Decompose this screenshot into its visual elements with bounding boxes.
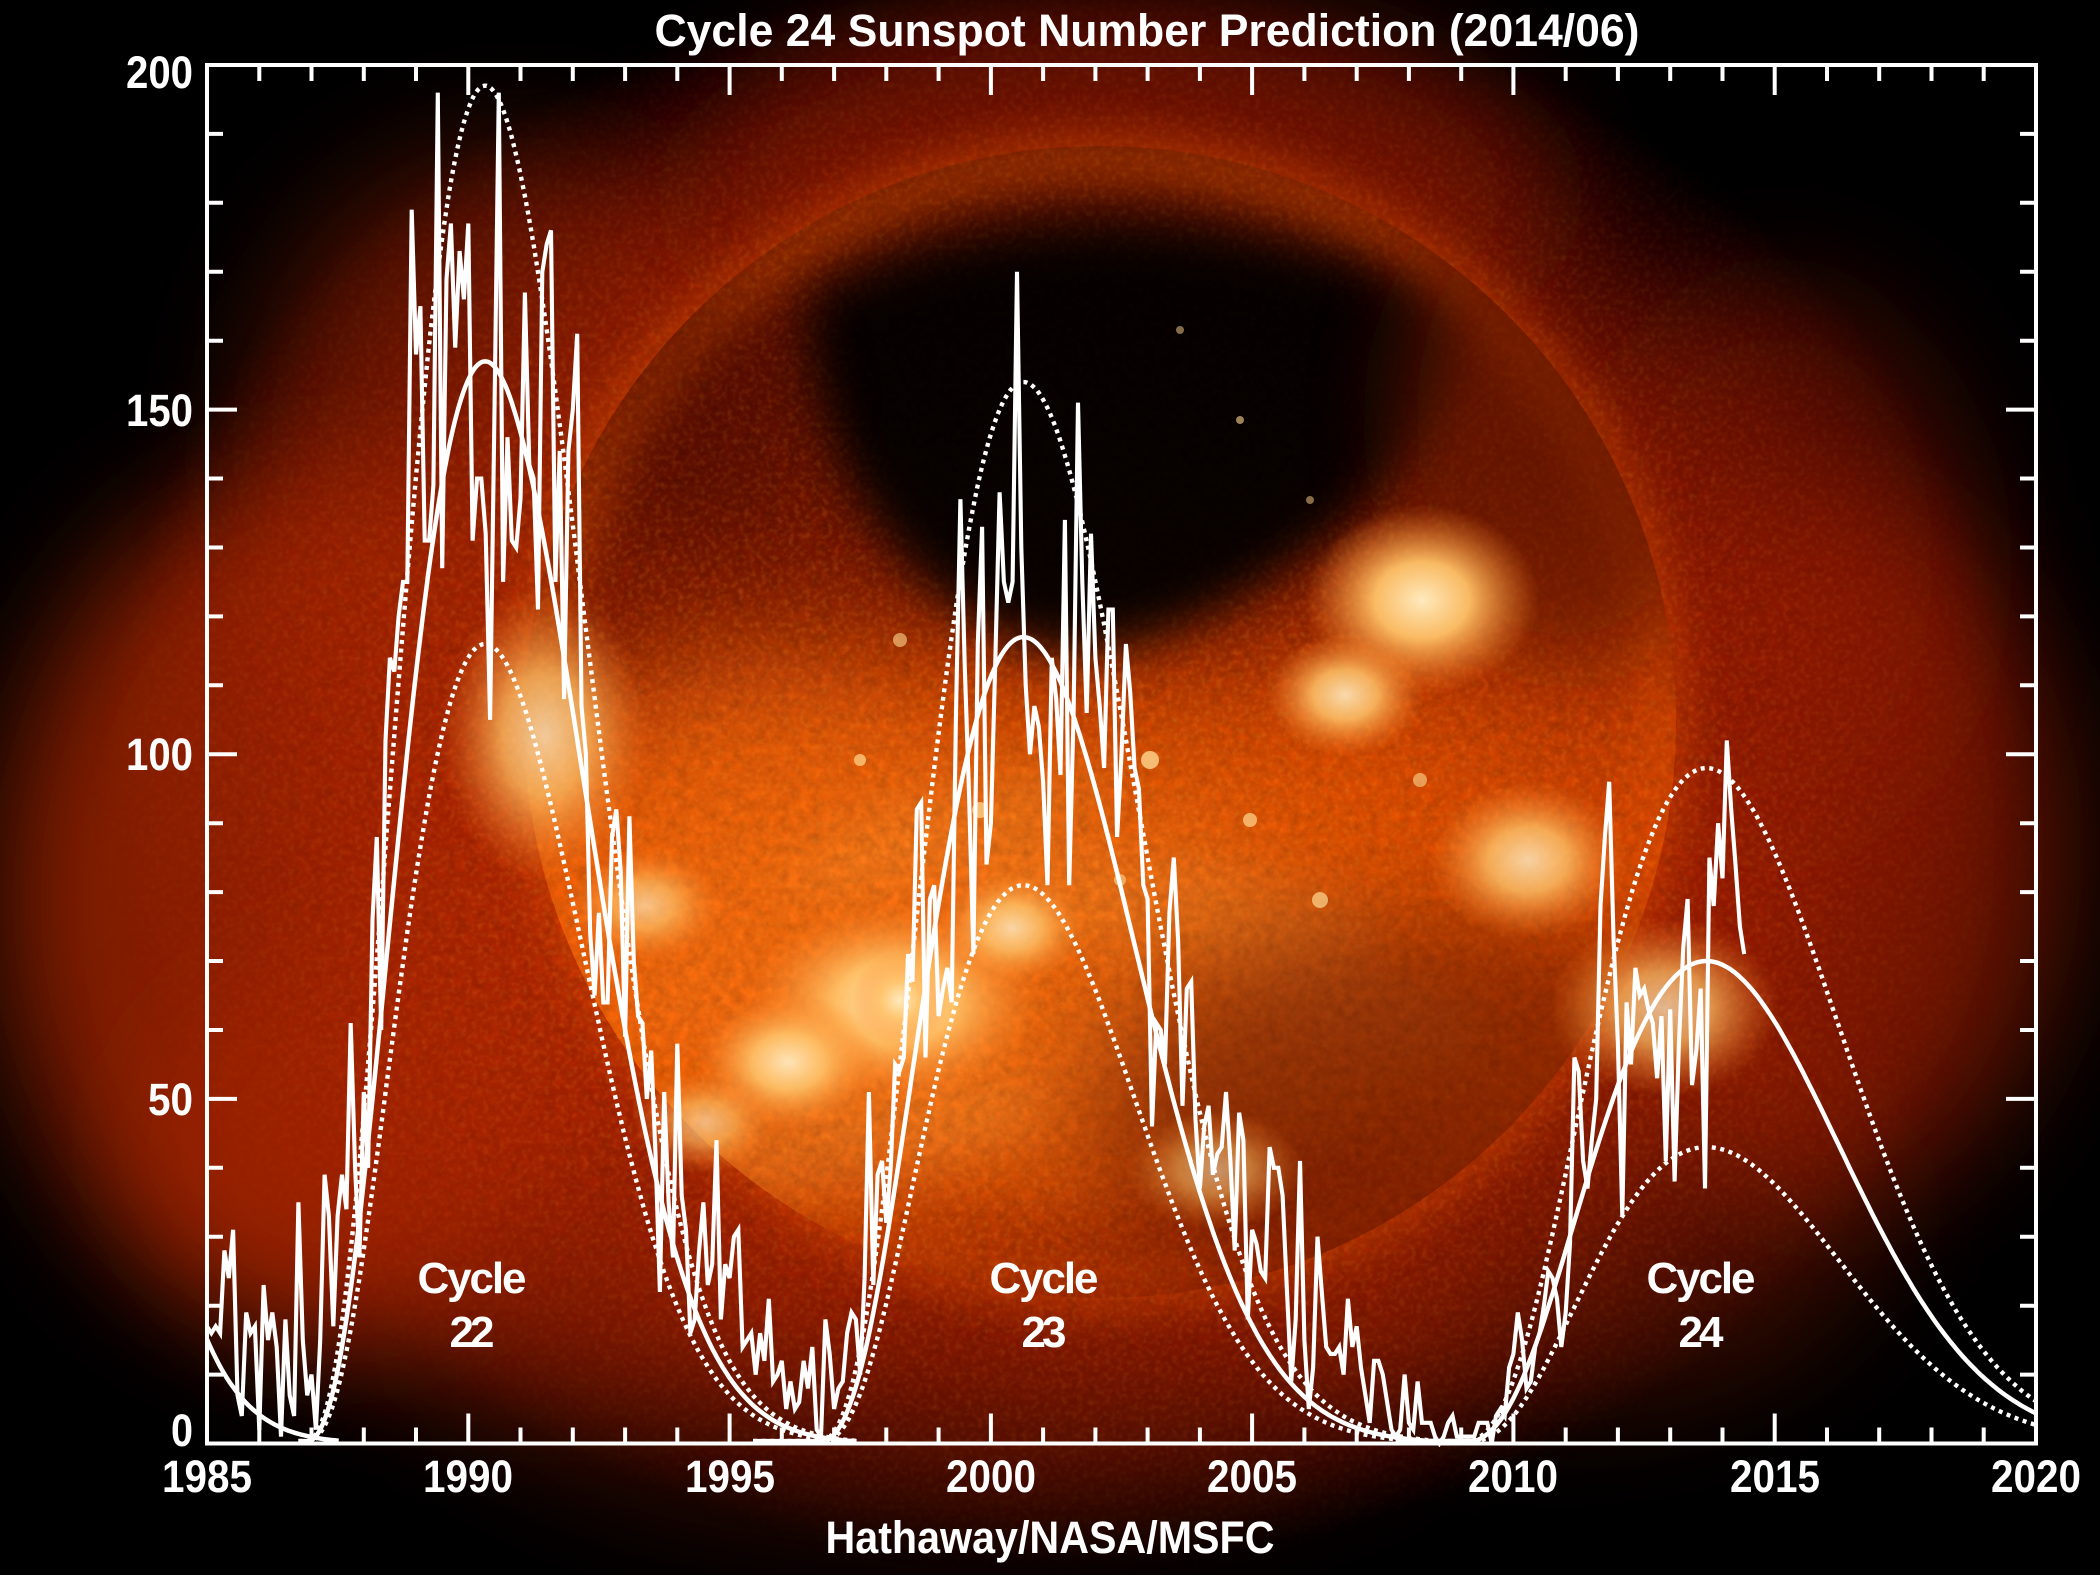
svg-text:100: 100	[126, 729, 193, 780]
svg-text:2020: 2020	[1991, 1451, 2081, 1502]
svg-text:23: 23	[1022, 1308, 1067, 1357]
svg-text:1985: 1985	[162, 1451, 252, 1502]
svg-text:50: 50	[148, 1074, 193, 1125]
svg-text:Cycle: Cycle	[990, 1254, 1099, 1303]
svg-text:2015: 2015	[1730, 1451, 1820, 1502]
svg-text:Hathaway/NASA/MSFC: Hathaway/NASA/MSFC	[826, 1512, 1275, 1563]
svg-text:2010: 2010	[1468, 1451, 1558, 1502]
svg-text:1995: 1995	[685, 1451, 775, 1502]
svg-text:Cycle: Cycle	[1647, 1254, 1756, 1303]
svg-text:22: 22	[450, 1308, 495, 1357]
svg-text:150: 150	[126, 385, 193, 436]
svg-text:200: 200	[126, 47, 193, 98]
svg-text:0: 0	[171, 1405, 193, 1456]
svg-text:24: 24	[1679, 1308, 1725, 1357]
svg-text:1990: 1990	[423, 1451, 513, 1502]
svg-text:Cycle 24 Sunspot Number Predic: Cycle 24 Sunspot Number Prediction (2014…	[655, 5, 1640, 56]
svg-text:2000: 2000	[946, 1451, 1036, 1502]
svg-text:Cycle: Cycle	[418, 1254, 527, 1303]
svg-text:2005: 2005	[1207, 1451, 1297, 1502]
